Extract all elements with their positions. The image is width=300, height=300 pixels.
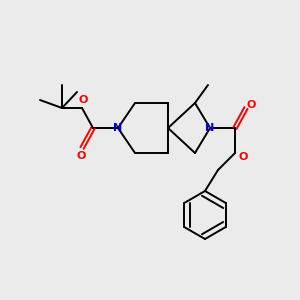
Text: O: O	[238, 152, 248, 162]
Text: O: O	[246, 100, 256, 110]
Text: N: N	[206, 123, 214, 133]
Text: N: N	[113, 123, 123, 133]
Text: O: O	[78, 95, 88, 105]
Text: O: O	[76, 151, 86, 161]
